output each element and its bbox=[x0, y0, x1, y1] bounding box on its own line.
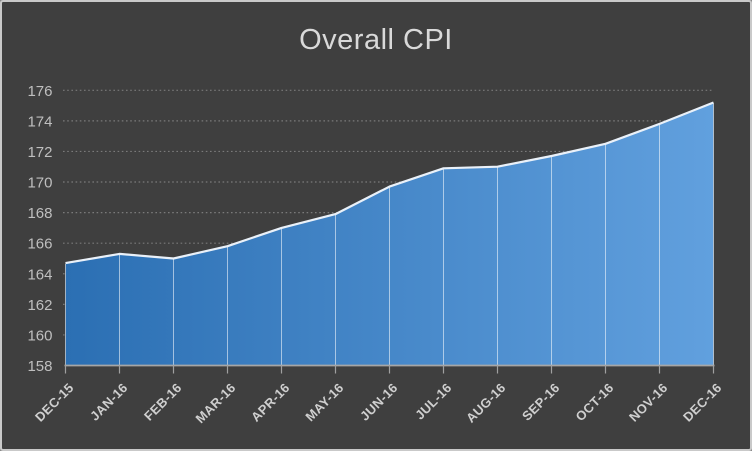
y-axis-label: 166 bbox=[27, 236, 52, 253]
y-axis-label: 172 bbox=[27, 144, 52, 161]
y-axis-label: 160 bbox=[27, 327, 52, 344]
y-axis-label: 176 bbox=[27, 83, 52, 100]
y-axis-label: 174 bbox=[27, 113, 52, 130]
series-line bbox=[65, 101, 714, 265]
x-axis-label: APR-16 bbox=[248, 380, 293, 425]
x-axis-label: FEB-16 bbox=[141, 380, 185, 424]
x-axis-label: DEC-16 bbox=[680, 380, 725, 425]
y-axis-label: 168 bbox=[27, 205, 52, 222]
x-axis-label: OCT-16 bbox=[573, 380, 617, 424]
x-axis-label: DEC-15 bbox=[32, 380, 77, 425]
x-axis-label: MAY-16 bbox=[302, 380, 346, 424]
x-axis-label: JUL-16 bbox=[412, 380, 455, 423]
x-axis-label: SEP-16 bbox=[519, 380, 563, 424]
x-axis-label: MAR-16 bbox=[193, 380, 239, 426]
y-axis-label: 158 bbox=[27, 358, 52, 375]
x-axis-label: AUG-16 bbox=[463, 380, 509, 426]
x-axis-label: JAN-16 bbox=[87, 380, 131, 424]
x-axis-label: NOV-16 bbox=[626, 380, 671, 425]
y-axis-label: 164 bbox=[27, 266, 52, 283]
chart-title: Overall CPI bbox=[299, 24, 453, 56]
y-axis-label: 162 bbox=[27, 297, 52, 314]
x-axis-label: JUN-16 bbox=[357, 380, 401, 424]
y-axis-label: 170 bbox=[27, 175, 52, 192]
